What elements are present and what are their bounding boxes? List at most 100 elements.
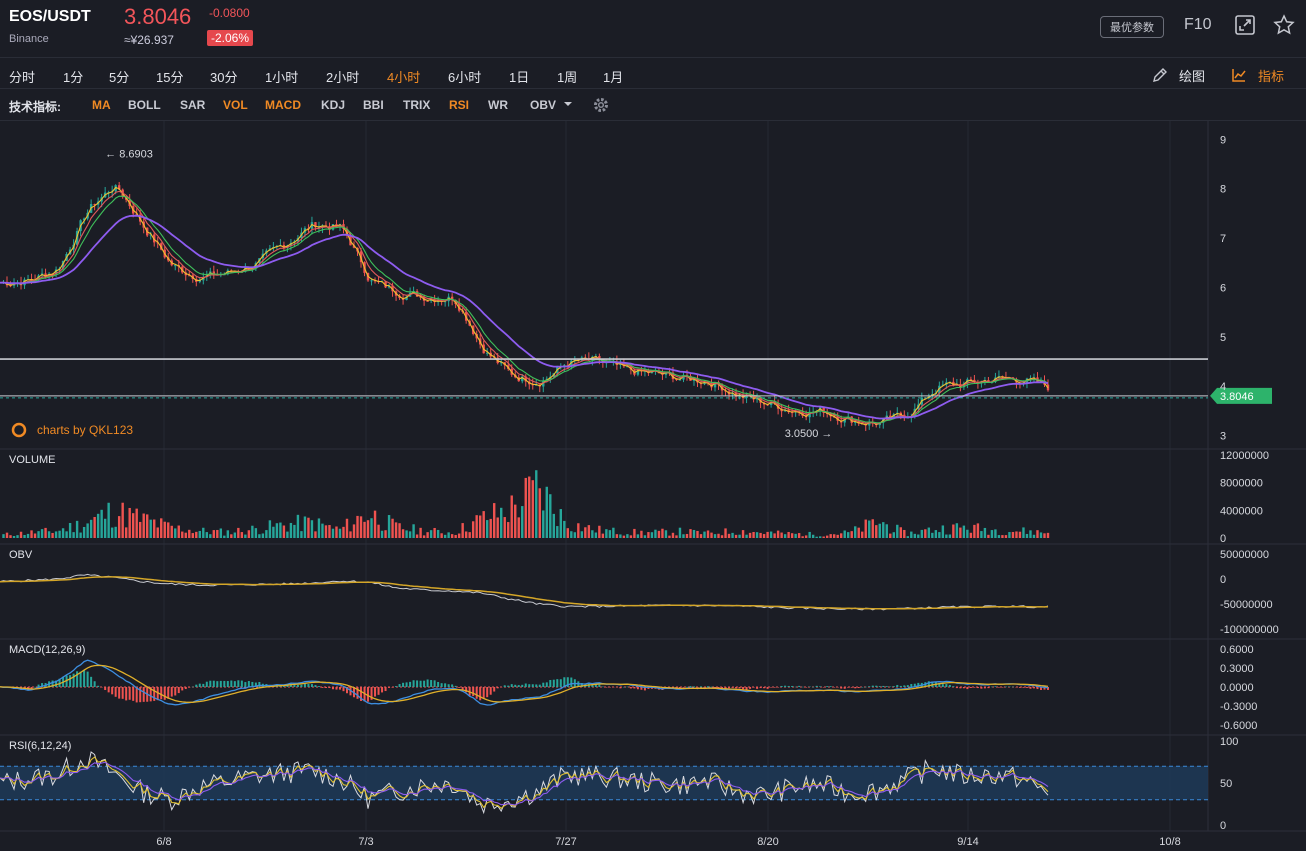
volume-bar <box>640 530 643 538</box>
candle-body <box>941 384 945 386</box>
tf-1h[interactable]: 1小时 <box>265 70 299 85</box>
macd-histogram-bar <box>563 677 566 687</box>
macd-histogram-bar <box>878 686 881 687</box>
tf-15m[interactable]: 15分 <box>156 70 184 85</box>
tf-1d[interactable]: 1日 <box>509 70 530 85</box>
volume-bar <box>496 517 499 538</box>
macd-histogram-bar <box>423 680 426 687</box>
volume-tick-0: 12000000 <box>1220 450 1269 462</box>
macd-histogram-bar <box>37 684 40 687</box>
macd-histogram-bar <box>524 683 527 687</box>
candle-body <box>254 262 258 269</box>
indicator-kdj[interactable]: KDJ <box>321 98 346 112</box>
volume-bar <box>82 526 86 538</box>
volume-bar <box>531 480 534 538</box>
tf-4h[interactable]: 4小时 <box>387 70 421 85</box>
volume-bar <box>619 534 622 538</box>
candle-body <box>822 407 825 413</box>
macd-histogram-bar <box>973 687 976 688</box>
macd-histogram-bar <box>367 687 370 702</box>
indicator-trix[interactable]: TRIX <box>403 98 431 112</box>
pencil-icon[interactable] <box>1152 67 1168 83</box>
macd-histogram-bar <box>622 686 625 688</box>
indicator-boll[interactable]: BOLL <box>128 98 161 112</box>
macd-histogram-bar <box>437 681 440 687</box>
volume-bar <box>1001 535 1004 538</box>
obv-panel: OBV <box>0 549 1049 611</box>
macd-histogram-bar <box>952 686 955 687</box>
tf-1mo[interactable]: 1月 <box>603 70 624 85</box>
indicator-obv[interactable]: OBV <box>530 98 557 112</box>
candle-body <box>682 375 685 380</box>
macd-histogram-bar <box>100 687 103 688</box>
volume-bar <box>563 520 566 538</box>
indicator-vol[interactable]: VOL <box>223 98 248 112</box>
volume-bar <box>692 529 696 538</box>
high-annotation: ← 8.6903 <box>105 149 153 161</box>
tf-1w[interactable]: 1周 <box>557 70 578 85</box>
macd-histogram-bar <box>430 680 433 687</box>
candle-body <box>415 291 419 297</box>
indicator-button[interactable]: 指标 <box>1258 69 1285 84</box>
indicator-ma[interactable]: MA <box>92 98 111 112</box>
indicator-chart-icon[interactable] <box>1231 67 1247 83</box>
volume-bar <box>247 530 251 538</box>
volume-bar <box>818 536 822 538</box>
indicator-wr[interactable]: WR <box>488 98 508 112</box>
expand-icon[interactable] <box>1234 14 1256 36</box>
volume-bar <box>955 523 959 538</box>
candle-body <box>153 234 156 243</box>
candle-body <box>745 394 748 398</box>
volume-bar <box>72 532 75 538</box>
macd-histogram-bar <box>847 687 850 688</box>
volume-bar <box>103 518 107 538</box>
candle-body <box>759 397 762 403</box>
tf-1m[interactable]: 1分 <box>63 70 84 85</box>
star-icon[interactable] <box>1273 14 1295 36</box>
draw-tool-button[interactable]: 绘图 <box>1179 69 1206 84</box>
macd-histogram-bar <box>419 680 422 687</box>
macd-histogram-bar <box>174 687 177 696</box>
macd-histogram-bar <box>962 687 965 689</box>
candle-body <box>790 412 794 414</box>
gear-icon[interactable] <box>592 96 610 114</box>
macd-histogram-bar <box>125 687 128 701</box>
candle-body <box>671 372 675 380</box>
candle-body <box>854 421 857 423</box>
macd-histogram-bar <box>107 687 110 693</box>
macd-histogram-bar <box>93 681 96 687</box>
tf-6h[interactable]: 6小时 <box>448 70 482 85</box>
candle-body <box>542 381 545 387</box>
macd-tick-2: 0.0000 <box>1220 682 1254 694</box>
chart-canvas[interactable]: 3.8046 ← 8.6903 3.0500 → charts by QKL123 V… <box>0 121 1306 851</box>
tf-realtime[interactable]: 分时 <box>9 70 36 85</box>
obv-tick-1: 0 <box>1220 574 1226 586</box>
tf-5m[interactable]: 5分 <box>109 70 130 85</box>
f10-button[interactable]: F10 <box>1184 16 1212 33</box>
indicator-rsi[interactable]: RSI <box>449 98 470 112</box>
indicator-bbi[interactable]: BBI <box>363 98 384 112</box>
volume-bar <box>587 525 591 538</box>
macd-histogram-bar <box>360 687 363 701</box>
dropdown-caret-icon[interactable] <box>563 100 573 108</box>
tf-30m[interactable]: 30分 <box>210 70 238 85</box>
change-pct-badge: -2.06% <box>207 30 254 46</box>
volume-bar <box>335 526 338 538</box>
volume-bar <box>300 531 303 538</box>
volume-bar <box>829 534 832 538</box>
macd-histogram-bar <box>489 687 492 695</box>
obv-tick-2: -50000000 <box>1220 599 1273 611</box>
volume-bar <box>570 531 573 538</box>
macd-histogram-bar <box>90 676 93 687</box>
macd-histogram-bar <box>535 684 538 687</box>
volume-bar <box>952 524 955 538</box>
macd-histogram-bar <box>1047 687 1049 690</box>
indicator-sar[interactable]: SAR <box>180 98 206 112</box>
panel-separators <box>0 121 1306 832</box>
indicator-macd[interactable]: MACD <box>265 98 301 112</box>
candle-body <box>626 366 629 368</box>
best-params-button[interactable]: 最优参数 <box>1100 16 1164 38</box>
macd-histogram-bar <box>188 687 191 688</box>
tf-2h[interactable]: 2小时 <box>326 70 360 85</box>
volume-bar <box>899 527 902 538</box>
